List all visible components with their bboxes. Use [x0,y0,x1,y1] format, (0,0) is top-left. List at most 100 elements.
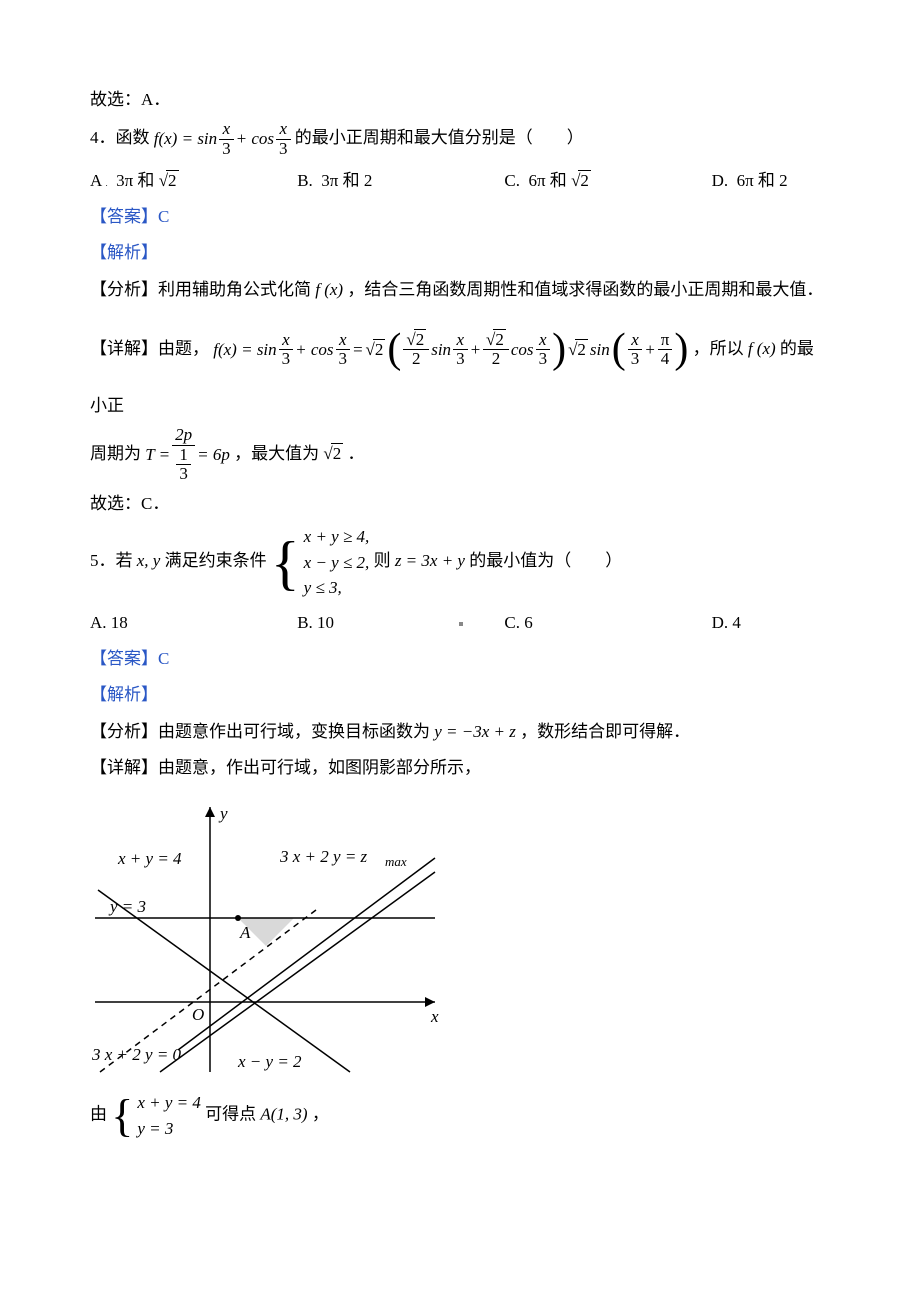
frac: π4 [658,331,673,369]
q4-jiexi: 【解析】 [90,237,830,269]
t: 周期为 [90,444,145,463]
t: = 6p [197,439,230,471]
v: 18 [111,613,128,632]
t: + [470,334,481,366]
den: 3 [276,140,291,159]
q5-solve-A: 由 { x + y = 4 y = 3 可得点 A(1, 3) ， [90,1090,830,1141]
svg-text:x − y = 2: x − y = 2 [237,1052,302,1071]
q5-answer: 【答案】C [90,643,830,675]
v: 4 [732,613,741,632]
A: A(1, 3) [260,1105,307,1124]
q5-detail: 【详解】由题意，作出可行域，如图阴影部分所示， [90,752,830,784]
t: + [644,334,655,366]
frac: x3 [279,331,294,369]
d: 3 [176,465,191,484]
sqrt2: 2 [571,171,591,190]
svg-text:3 x + 2 y = z: 3 x + 2 y = z [279,847,368,866]
num: x [276,120,291,140]
opt-val: 6π 和 2 [737,171,788,190]
t: ， [312,1105,329,1124]
sqrt-val: 2 [166,170,179,190]
v: 10 [317,613,334,632]
q4-expr: f(x) = sin x3 + cos x3 [154,120,291,158]
rparen: ) [552,310,566,390]
lparen: ( [612,310,626,390]
n: 2p [172,426,195,446]
sqrt2: 2 [366,334,386,366]
frac: x3 [336,331,351,369]
t: 的最小值为（ ） [469,551,622,570]
bigfrac: 2p 13 [172,426,195,484]
opt-val: 3π 和 [116,171,159,190]
n: x [453,331,468,351]
t: 5．若 [90,551,137,570]
lparen: ( [387,310,401,390]
z: z = 3x + y [395,551,465,570]
xy: x, y [137,551,161,570]
svg-text:y = 3: y = 3 [108,897,146,916]
l: A. [90,613,107,632]
opt-val: 6π 和 [528,171,571,190]
v: 2 [414,329,427,349]
n: x [536,331,551,351]
q4-analysis: 【分析】利用辅助角公式化简 f (x) ，结合三角函数周期性和值域求得函数的最小… [90,274,830,306]
q5-jiexi: 【解析】 [90,679,830,711]
q4-optD: D. 6π 和 2 [712,165,830,197]
q4-stem: 4．函数 f(x) = sin x3 + cos x3 的最小正周期和最大值分别… [90,120,830,158]
c1: x + y ≥ 4, [304,524,370,550]
q5-optC: C. 6 [504,607,711,639]
s1: x + y = 4 [137,1090,201,1116]
frac: 22 [403,331,429,369]
n: x [336,331,351,351]
period-eq: T = 2p 13 = 6p [145,426,230,484]
l: D. [712,613,729,632]
q4-period-line: 周期为 T = 2p 13 = 6p ，最大值为 2 ． [90,426,830,484]
frac-x-3-b: x3 [276,120,291,158]
q4-suffix: 的最小正周期和最大值分别是（ ） [295,128,584,147]
svg-text:O: O [192,1005,204,1024]
d: 3 [628,350,643,369]
frac: x3 [453,331,468,369]
t: sin [590,334,610,366]
v: 2 [373,339,386,359]
feasible-region-graph: yxOAx + y = 4y = 3x − y = 23 x + 2 y = z… [90,792,450,1082]
svg-text:y: y [218,804,228,823]
q4-fx: f(x) = sin [154,123,217,155]
text: 【详解】由题， [90,339,209,358]
t: 可得点 [205,1105,260,1124]
brace-icon: { [111,1093,133,1139]
rparen: ) [674,310,688,390]
t: f(x) = sin [213,334,276,366]
q5-stem: 5．若 x, y 满足约束条件 { x + y ≥ 4, x − y ≤ 2, … [90,524,830,601]
t: ，最大值为 [234,444,323,463]
d: 3 [279,350,294,369]
s: 2 [486,330,506,349]
frac: 22 [483,331,509,369]
svg-text:max: max [385,854,407,869]
n: 1 [176,446,191,466]
v: 2 [493,329,506,349]
s2: y = 3 [137,1116,201,1142]
constraint-list: x + y ≥ 4, x − y ≤ 2, y ≤ 3, [304,524,370,601]
q4-answer: 【答案】C [90,201,830,233]
d: 3 [453,350,468,369]
d: 3 [536,350,551,369]
q5-analysis: 【分析】由题意作出可行域，变换目标函数为 y = −3x + z ，数形结合即可… [90,716,830,748]
plus-cos: + cos [236,123,274,155]
n: x [628,331,643,351]
v: 2 [575,339,588,359]
innerfrac: 13 [176,446,191,484]
t: ，所以 [693,339,748,358]
q4-prefix: 4．函数 [90,128,154,147]
prev-answer-line: 故选：A． [90,84,830,116]
t: sin [431,334,451,366]
s: 2 [406,330,426,349]
svg-text:A: A [239,923,251,942]
n: π [658,331,673,351]
t: 满足约束条件 [165,551,271,570]
q4-optC: C. 6π 和 2 [504,165,711,197]
text: ，结合三角函数周期性和值域求得函数的最小正周期和最大值． [347,280,823,299]
frac-x-3-a: x3 [219,120,234,158]
svg-text:x + y = 4: x + y = 4 [117,849,182,868]
l: B. [297,613,313,632]
